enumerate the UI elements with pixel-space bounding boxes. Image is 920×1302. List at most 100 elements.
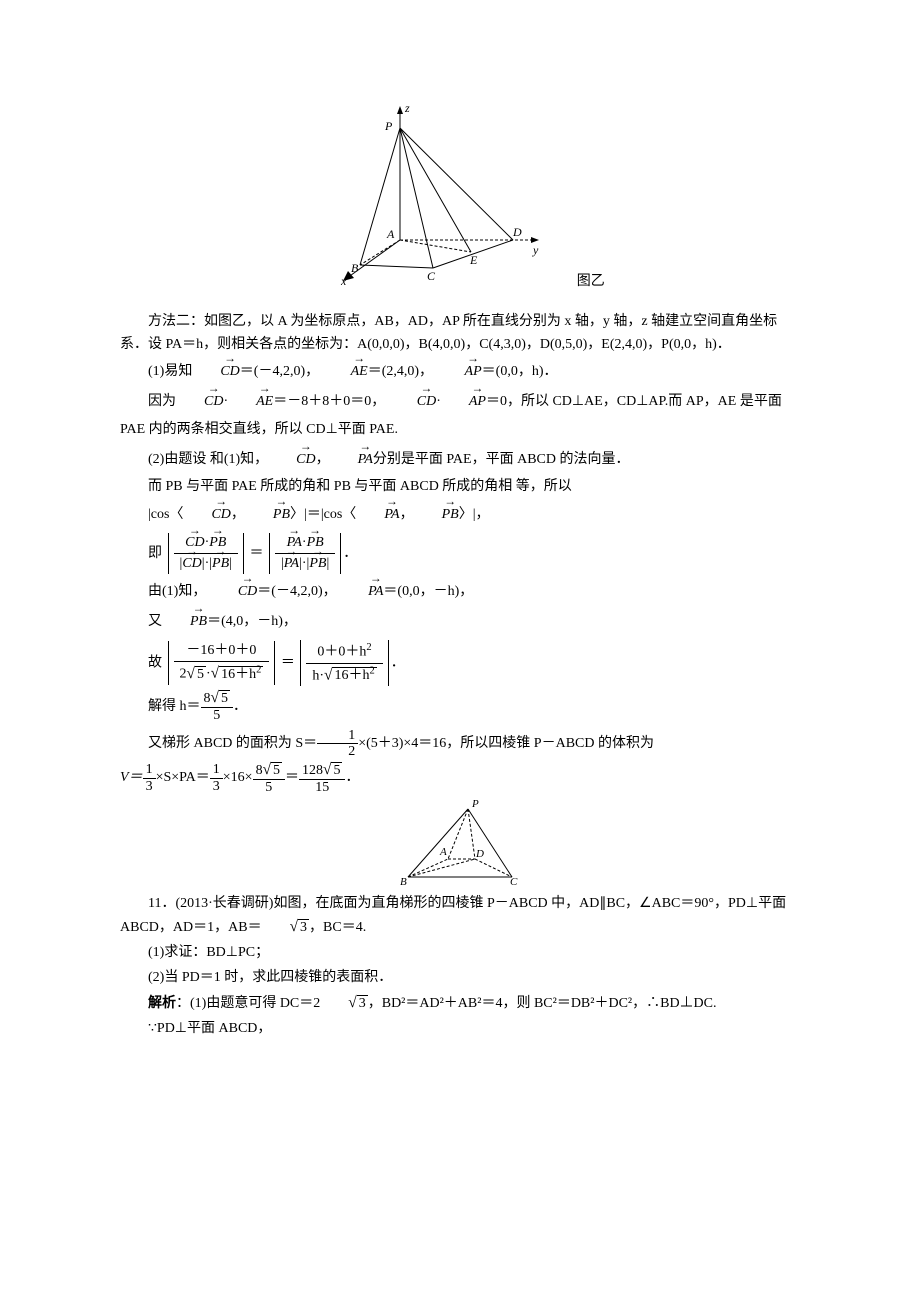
q11-sub1: (1)求证：BD⊥PC； — [120, 942, 800, 964]
vf3: 128√515 — [299, 762, 345, 795]
vec-PA3: PA — [340, 578, 383, 606]
p2l1-a: (2)由题设 和(1)知， — [148, 452, 268, 467]
vl-a: V＝ — [120, 770, 143, 785]
vf-pa2: PA — [284, 556, 299, 572]
q11-answer: 解析：(1)由题意可得 DC＝2√3，BD²＝AD²＋AB²＝4，则 BC²＝D… — [120, 991, 800, 1016]
vf1b: 13 — [210, 762, 223, 794]
point-D: D — [512, 225, 522, 239]
vf3d: 15 — [299, 780, 345, 795]
p1l2-b: ＝－8＋8＋0＝0， — [273, 394, 385, 409]
vf1d: 3 — [143, 779, 156, 794]
pb-line: 又PB＝(4,0，－h)， — [120, 608, 800, 636]
vec-CD3: CD — [389, 388, 436, 416]
vf3r: 5 — [331, 762, 342, 778]
pyramid-3d-svg: z y x P A B D C E — [315, 100, 543, 285]
al-a: 又梯形 ABCD 的面积为 S＝ — [148, 736, 317, 751]
pyramid-small-svg: P A D B C — [380, 797, 540, 887]
pb-a: 又 — [148, 614, 162, 629]
p2l3-a: |cos〈 — [148, 507, 183, 522]
kn-pa: ＝(0,0，－h)， — [383, 584, 473, 599]
abs-left-2: －16＋0＋0 2√5·√16＋h2 — [168, 641, 276, 685]
sh-rad: 5 — [219, 690, 230, 706]
axis-x-label: x — [340, 274, 347, 285]
figure-1-caption: 图乙 — [577, 271, 605, 293]
page-container: z y x P A B D C E — [0, 0, 920, 1302]
frac-equality-2: 故 －16＋0＋0 2√5·√16＋h2 ＝ 0＋0＋h2 h·√16＋h2 ． — [148, 640, 800, 687]
pb-b: ＝(4,0，－h)， — [207, 614, 297, 629]
q11-ans-a: (1)由题意可得 DC＝2 — [190, 996, 320, 1011]
bigfrac-right-1: PA·PB |PA|·|PB| — [275, 533, 335, 574]
vf1n: 1 — [143, 762, 156, 778]
figure-1: z y x P A B D C E — [315, 100, 543, 293]
vec-AP2: AP — [441, 388, 486, 416]
sh-den: 5 — [201, 708, 233, 723]
vec-CD4: CD — [268, 446, 315, 474]
axis-y-label: y — [532, 243, 539, 257]
fr-num: 0＋0＋h — [317, 644, 366, 659]
sh-a: 解得 h＝ — [148, 699, 201, 714]
vec-CD2: CD — [176, 388, 223, 416]
vl-eq: ＝ — [285, 770, 299, 785]
af-d: 2 — [317, 744, 358, 759]
vf1: 13 — [143, 762, 156, 794]
part1-line2: 因为CD·AE＝－8＋8＋0＝0， CD·AP＝0，所以 CD⊥AE，CD⊥AP… — [120, 388, 800, 444]
point-P: P — [384, 119, 393, 133]
known-line: 由(1)知， CD＝(－4,2,0)， PA＝(0,0，－h)， — [120, 578, 800, 606]
vl-b: ×S×PA＝ — [156, 770, 210, 785]
gu-label: 故 — [148, 655, 162, 670]
method2-intro-span: 方法二：如图乙，以 A 为坐标原点，AB，AD，AP 所在直线分别为 x 轴，y… — [120, 314, 777, 351]
abs-right-2: 0＋0＋h2 h·√16＋h2 — [300, 640, 388, 687]
ji-label: 即 — [148, 545, 162, 560]
vf-pb4: PB — [309, 556, 326, 572]
kn-cd: ＝(－4,2,0)， — [257, 584, 336, 599]
p2l3-b: 〉|＝|cos〈 — [290, 507, 356, 522]
vec-PB: PB — [245, 501, 290, 529]
p1l2-a: 因为 — [148, 394, 176, 409]
q11-ans-rad: 3 — [357, 995, 368, 1011]
area-line: 又梯形 ABCD 的面积为 S＝12×(5＋3)×4＝16，所以四棱锥 P－AB… — [120, 728, 800, 760]
part2-line1: (2)由题设 和(1)知，CD，PA分别是平面 PAE，平面 ABCD 的法向量… — [120, 446, 800, 474]
q11-stem: 11．(2013·长春调研)如图，在底面为直角梯形的四棱锥 P－ABCD 中，A… — [120, 893, 800, 940]
vec-PB2: PB — [414, 501, 459, 529]
axis-z-label: z — [404, 101, 410, 115]
p1l1-d: ＝(0,0，h)． — [482, 364, 558, 379]
vf1bn: 1 — [210, 762, 223, 778]
f2-B: B — [400, 876, 407, 887]
fr-da: h· — [312, 668, 324, 683]
fl-r1: 5 — [195, 666, 206, 682]
p2l1-b: 分别是平面 PAE，平面 ABCD 的法向量． — [373, 452, 630, 467]
f2-A: A — [439, 846, 447, 858]
figure-2-block: P A D B C — [120, 797, 800, 887]
figure-1-block: z y x P A B D C E — [120, 100, 800, 293]
fr-r: 16＋h — [334, 668, 369, 683]
point-A: A — [386, 227, 395, 241]
volume-line: V＝13×S×PA＝13×16×8√55＝128√515． — [120, 761, 800, 795]
q11-ans-lbl: 解析 — [148, 996, 176, 1011]
solve-h-line: 解得 h＝ 8√5 5 ． — [148, 690, 800, 723]
fl-da: 2 — [180, 667, 187, 682]
vec-CD6: CD — [210, 578, 257, 606]
f2-D: D — [475, 848, 484, 860]
p2l3-c: 〉|， — [459, 507, 490, 522]
bigfrac-right-2: 0＋0＋h2 h·√16＋h2 — [306, 640, 382, 687]
fl-num: －16＋0＋0 — [174, 641, 270, 662]
q11-ans-b: ，BD²＝AD²＋AB²＝4，则 BC²＝DB²＋DC²，∴BD⊥DC. — [368, 996, 717, 1011]
q11-answer-2: ∵PD⊥平面 ABCD， — [120, 1018, 800, 1040]
vf2r: 5 — [271, 762, 282, 778]
sh-num: 8 — [204, 691, 211, 706]
vf1bd: 3 — [210, 779, 223, 794]
al-b: ×(5＋3)×4＝16，所以四棱锥 P－ABCD 的体积为 — [358, 736, 654, 751]
fl-r2: 16＋h — [221, 667, 256, 682]
vec-PB5: PB — [162, 608, 207, 636]
vf-cd2: CD — [182, 556, 201, 572]
vec-PA2: PA — [356, 501, 399, 529]
vec-PA: PA — [330, 446, 373, 474]
q11-sub2: (2)当 PD＝1 时，求此四棱锥的表面积． — [120, 967, 800, 989]
solve-h-frac: 8√5 5 — [201, 690, 233, 723]
vl-c: ×16× — [223, 770, 253, 785]
vf2n: 8 — [256, 763, 263, 778]
bigfrac-left-2: －16＋0＋0 2√5·√16＋h2 — [174, 641, 270, 685]
vec-AE2: AE — [228, 388, 273, 416]
vec-AE: AE — [323, 358, 368, 386]
abs-right-1: PA·PB |PA|·|PB| — [269, 533, 341, 574]
